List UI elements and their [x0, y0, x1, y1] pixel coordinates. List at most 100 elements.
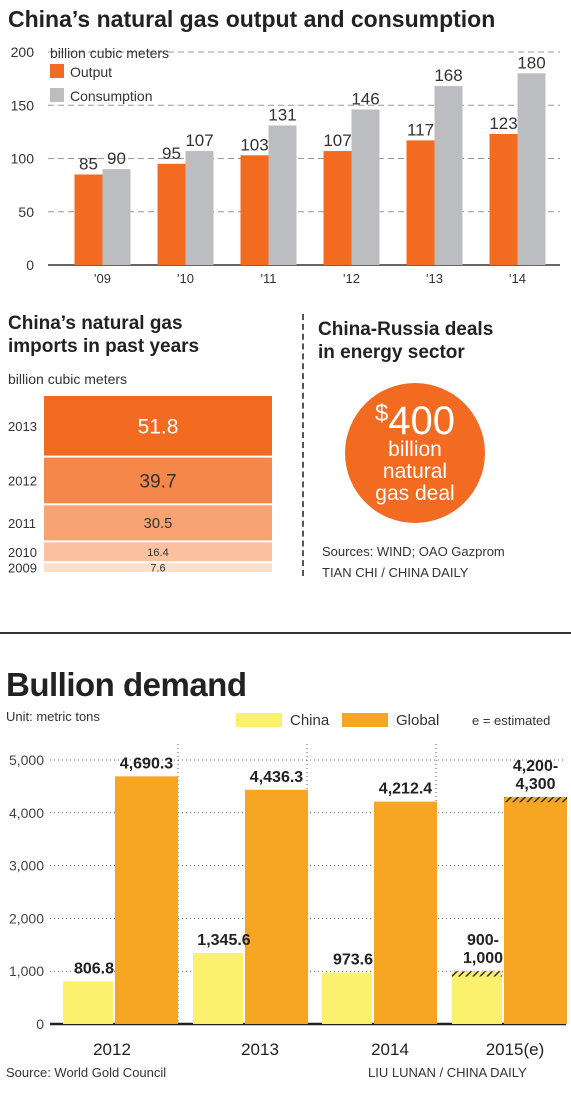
legend-label-global: Global: [396, 712, 439, 729]
y-tick-label: 150: [11, 97, 35, 113]
deals-sources: Sources: WIND; OAO Gazprom: [322, 544, 505, 559]
data-label-global-line: 4,200-: [513, 758, 558, 775]
bullion-demand-chart: China Global e = estimated 0 1,000 2,000 3,000…: [9, 712, 567, 1059]
gas-chart-title: China’s natural gas output and consumpti…: [8, 6, 496, 32]
data-label-output: 107: [323, 131, 351, 150]
estimate-range-china: [452, 971, 502, 977]
import-year-label: 2009: [8, 561, 37, 576]
import-value-label: 30.5: [144, 516, 173, 532]
data-label-china-line: 806.8: [74, 960, 114, 977]
bullion-unit: Unit: metric tons: [6, 709, 100, 724]
x-tick-label: '12: [343, 271, 360, 286]
data-label-consumption: 146: [351, 90, 379, 109]
legend-label-china: China: [290, 712, 330, 729]
legend-label-output: Output: [70, 64, 112, 80]
import-year-label: 2010: [8, 545, 37, 560]
bullion-credit: LIU LUNAN / CHINA DAILY: [368, 1065, 527, 1080]
data-label-consumption: 168: [434, 66, 462, 85]
deals-credit: TIAN CHI / CHINA DAILY: [322, 565, 469, 580]
bar-china: [63, 981, 113, 1024]
y-tick-label: 2,000: [9, 910, 44, 926]
bar-output: [157, 163, 186, 265]
bar-consumption: [102, 169, 131, 265]
bullion-title: Bullion demand: [6, 666, 247, 703]
y-tick-label: 0: [36, 1016, 44, 1032]
gas-imports-chart: 51.8 2013 39.7 2012 30.5 2011 16.4 2010 7.6 2009: [8, 396, 272, 576]
y-tick-label: 0: [26, 257, 34, 273]
y-tick-label: 100: [11, 151, 35, 167]
data-label-global: 4,436.3: [250, 769, 303, 786]
data-label-china: 900-1,000: [463, 932, 503, 967]
imports-unit: billion cubic meters: [8, 371, 128, 387]
data-label-consumption: 90: [107, 149, 126, 168]
import-band: [44, 457, 272, 504]
data-label-china-line: 900-: [467, 932, 499, 949]
y-tick-label: 5,000: [9, 752, 44, 768]
gas-unit-label: billion cubic meters: [50, 45, 169, 61]
bar-consumption: [268, 125, 297, 265]
bar-consumption: [185, 151, 214, 265]
bar-china: [193, 952, 243, 1024]
bar-consumption: [351, 109, 380, 265]
legend-swatch-global: [342, 713, 388, 727]
deal-amount-value: 400: [388, 399, 456, 443]
data-label-global: 4,690.3: [120, 755, 173, 772]
x-tick-label: '11: [261, 271, 277, 286]
import-year-label: 2013: [8, 419, 37, 434]
bullion-source: Source: World Gold Council: [6, 1065, 167, 1080]
bar-global: [504, 796, 567, 1024]
data-label-output: 85: [79, 154, 98, 173]
imports-title-line1: China’s natural gas: [8, 313, 183, 334]
deals-title-line1: China-Russia deals: [318, 319, 494, 340]
deal-description: billion natural gas deal: [375, 438, 455, 505]
y-tick-label: 4,000: [9, 805, 44, 821]
data-label-global-line: 4,436.3: [250, 769, 303, 786]
data-label-china-line: 973.6: [333, 952, 373, 969]
imports-title-line2: imports in past years: [8, 336, 200, 357]
import-band: [44, 563, 272, 572]
deals-title-line2: in energy sector: [318, 342, 465, 363]
x-tick-label: 2013: [241, 1040, 279, 1059]
data-label-global: 4,200-4,300: [513, 758, 558, 793]
y-tick-label: 1,000: [9, 963, 44, 979]
x-tick-label: '10: [177, 271, 194, 286]
data-label-consumption: 131: [268, 105, 296, 124]
imports-title: China’s natural gas imports in past year…: [8, 312, 199, 358]
x-tick-label: 2012: [93, 1040, 131, 1059]
legend-swatch-output: [50, 64, 64, 78]
section-divider-horizontal: [0, 632, 571, 634]
data-label-output: 103: [240, 135, 268, 154]
data-label-output: 117: [407, 120, 434, 139]
bar-global: [245, 789, 308, 1024]
bar-china: [322, 972, 372, 1024]
data-label-china-line: 1,345.6: [197, 932, 250, 949]
deal-amount-circle: $400 billion natural gas deal: [345, 383, 485, 523]
data-label-output: 95: [162, 144, 181, 163]
data-label-global-line: 4,212.4: [379, 781, 432, 798]
bar-global: [115, 776, 178, 1024]
currency-symbol: $: [374, 400, 389, 427]
y-tick-label: 3,000: [9, 858, 44, 874]
legend-swatch-consumption: [50, 88, 64, 102]
estimate-note: e = estimated: [472, 713, 550, 728]
bar-output: [323, 151, 352, 265]
legend-swatch-china: [236, 713, 282, 727]
bar-consumption: [434, 86, 463, 265]
gas-output-consumption-chart: 0 50 100 150 200 billion cubic meters Output Co…: [11, 44, 560, 286]
x-tick-label: '09: [94, 271, 111, 286]
import-value-label: 51.8: [138, 415, 179, 438]
y-tick-label: 50: [18, 204, 34, 220]
bar-output: [240, 155, 269, 265]
legend-label-consumption: Consumption: [70, 88, 153, 104]
import-value-label: 39.7: [139, 471, 176, 492]
x-tick-label: '13: [426, 271, 443, 286]
deals-title: China-Russia deals in energy sector: [318, 318, 493, 364]
data-label-global-line: 4,690.3: [120, 755, 173, 772]
data-label-china-line: 1,000: [463, 950, 503, 967]
deal-amount: $400: [345, 393, 485, 442]
bar-output: [489, 134, 518, 265]
bar-output: [406, 140, 435, 265]
data-label-global-line: 4,300: [515, 776, 555, 793]
bar-output: [74, 174, 103, 265]
import-band: [44, 542, 272, 562]
